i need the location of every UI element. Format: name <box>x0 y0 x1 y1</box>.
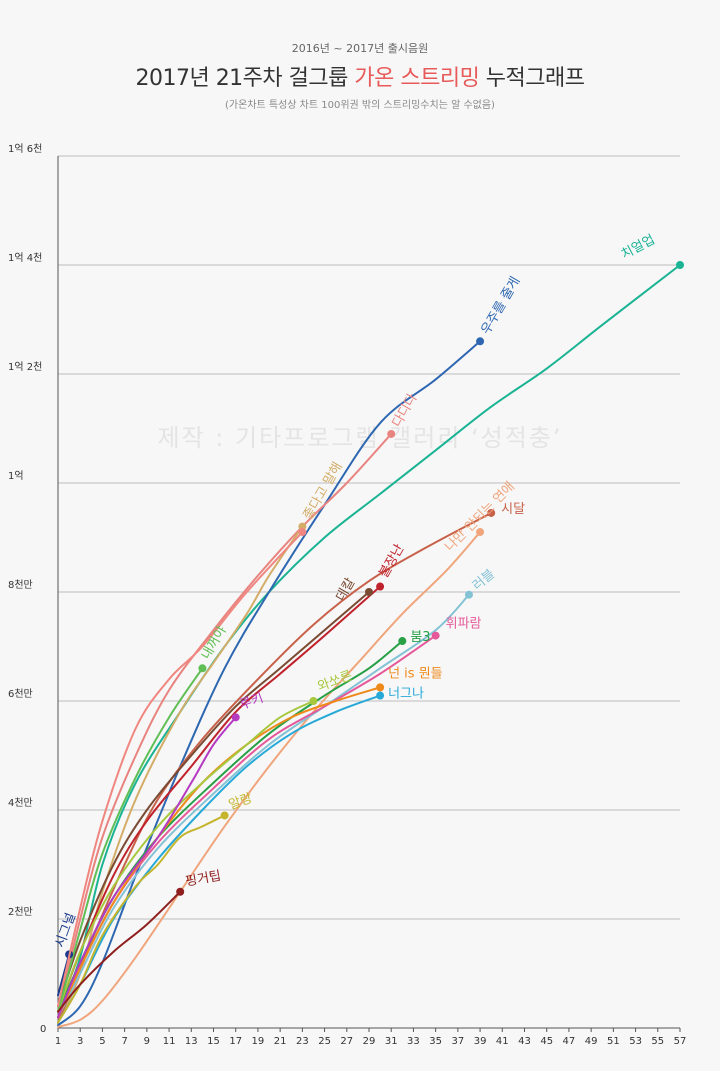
series-label-0: 치얼업 <box>619 232 658 262</box>
x-tick-label: 13 <box>185 1036 198 1047</box>
series-endpoint-0 <box>676 261 684 269</box>
x-tick-label: 41 <box>496 1036 509 1047</box>
series-line-17 <box>57 890 182 1013</box>
series-endpoint-13 <box>309 697 318 705</box>
x-tick-label: 33 <box>407 1036 420 1047</box>
x-tick-label: 39 <box>474 1036 487 1047</box>
chart-note: (가온차트 특성상 차트 100위권 밖의 스트리밍수치는 알 수없음) <box>225 100 495 111</box>
series-endpoint-10 <box>431 631 440 640</box>
x-tick-label: 37 <box>451 1036 464 1047</box>
series-label-1: 우주를 줄게 <box>479 274 524 337</box>
series-label-7: 데칼 <box>333 576 358 604</box>
series-line-13 <box>57 700 315 1013</box>
x-tick-label: 31 <box>385 1036 398 1047</box>
x-tick-label: 1 <box>55 1036 61 1047</box>
series-label-12: 너그나 <box>388 687 424 702</box>
x-tick-label: 35 <box>429 1036 442 1047</box>
series-line-15 <box>57 667 204 1013</box>
series-label-5: 나만 안되는 연애 <box>442 479 518 555</box>
y-tick-label: 4천만 <box>8 797 33 809</box>
series-line-16 <box>57 814 226 1024</box>
series-line-14 <box>57 716 237 1019</box>
x-tick-label: 15 <box>207 1036 220 1047</box>
series-line-7 <box>57 591 370 1008</box>
series-line-12 <box>57 694 382 1024</box>
title-suffix: 누적그래프 <box>479 66 585 91</box>
y-tick-label: 2천만 <box>8 906 33 918</box>
series-endpoint-9 <box>398 637 407 646</box>
x-tick-label: 47 <box>563 1036 576 1047</box>
series-endpoint-16 <box>220 811 229 820</box>
x-tick-label: 45 <box>540 1036 553 1047</box>
series-endpoint-12 <box>376 691 385 700</box>
y-tick-label: 1억 4천 <box>8 252 42 264</box>
series-endpoint-19 <box>298 528 307 537</box>
x-tick-label: 9 <box>144 1036 150 1047</box>
series-endpoint-5 <box>476 528 485 537</box>
series-endpoint-2 <box>387 429 396 438</box>
x-tick-label: 5 <box>99 1036 105 1047</box>
series-endpoint-8 <box>464 590 473 599</box>
series-endpoint-6 <box>376 582 385 591</box>
x-tick-label: 55 <box>651 1036 664 1047</box>
series-label-10: 휘파람 <box>446 617 482 632</box>
series-line-8 <box>57 593 470 1019</box>
series-label-8: 러블 <box>470 567 498 594</box>
series-endpoint-1 <box>476 337 485 346</box>
series-label-11: 넌 is 뭔들 <box>388 666 443 681</box>
x-tick-label: 43 <box>518 1036 531 1047</box>
series-endpoint-14 <box>231 713 240 722</box>
x-tick-label: 11 <box>163 1036 176 1047</box>
x-tick-label: 23 <box>296 1036 309 1047</box>
y-tick-label: 0 <box>40 1024 46 1035</box>
series-label-4: 시달 <box>501 502 525 517</box>
series-endpoint-11 <box>376 683 385 692</box>
x-tick-label: 17 <box>229 1036 242 1047</box>
x-tick-label: 27 <box>340 1036 353 1047</box>
series-endpoint-7 <box>365 588 373 596</box>
y-tick-label: 1억 2천 <box>8 361 42 373</box>
x-tick-label: 29 <box>363 1036 376 1047</box>
x-tick-label: 7 <box>121 1036 127 1047</box>
series-line-0 <box>57 264 681 1019</box>
x-tick-label: 49 <box>585 1036 598 1047</box>
y-tick-label: 1억 6천 <box>8 143 42 155</box>
series-label-2: 다디다 <box>390 391 421 430</box>
series-line-6 <box>57 585 382 1013</box>
chart-subtitle: 2016년 ~ 2017년 출시음원 <box>291 42 429 55</box>
x-tick-label: 51 <box>607 1036 620 1047</box>
series-line-5 <box>57 531 482 1028</box>
series-endpoint-15 <box>198 664 207 673</box>
y-tick-label: 8천만 <box>8 579 33 591</box>
x-tick-label: 3 <box>77 1036 83 1047</box>
series-line-2 <box>57 432 393 1013</box>
y-tick-label: 1억 <box>8 470 24 482</box>
series-line-3 <box>57 525 304 1024</box>
x-tick-label: 53 <box>629 1036 642 1047</box>
series-endpoint-4 <box>487 508 496 517</box>
title-prefix: 2017년 21주차 걸그룹 <box>135 66 355 91</box>
series-label-14: 루키 <box>238 691 266 713</box>
y-tick-label: 6천만 <box>8 688 33 700</box>
x-tick-label: 57 <box>674 1036 687 1047</box>
series-line-19 <box>57 531 304 1008</box>
series-label-9: 붐3 <box>410 630 430 645</box>
series-label-17: 핑거팁 <box>184 869 222 890</box>
series-line-4 <box>57 511 493 1024</box>
series-endpoint-17 <box>176 887 185 896</box>
x-tick-label: 19 <box>252 1036 265 1047</box>
x-tick-label: 25 <box>318 1036 331 1047</box>
chart-title: 2017년 21주차 걸그룹 가온 스트리밍 누적그래프 <box>0 60 720 92</box>
watermark-text: 제작 : 기타프로그램 갤러리 ‘성적충’ <box>157 424 563 452</box>
x-tick-label: 21 <box>274 1036 287 1047</box>
title-highlight: 가온 스트리밍 <box>354 66 480 91</box>
